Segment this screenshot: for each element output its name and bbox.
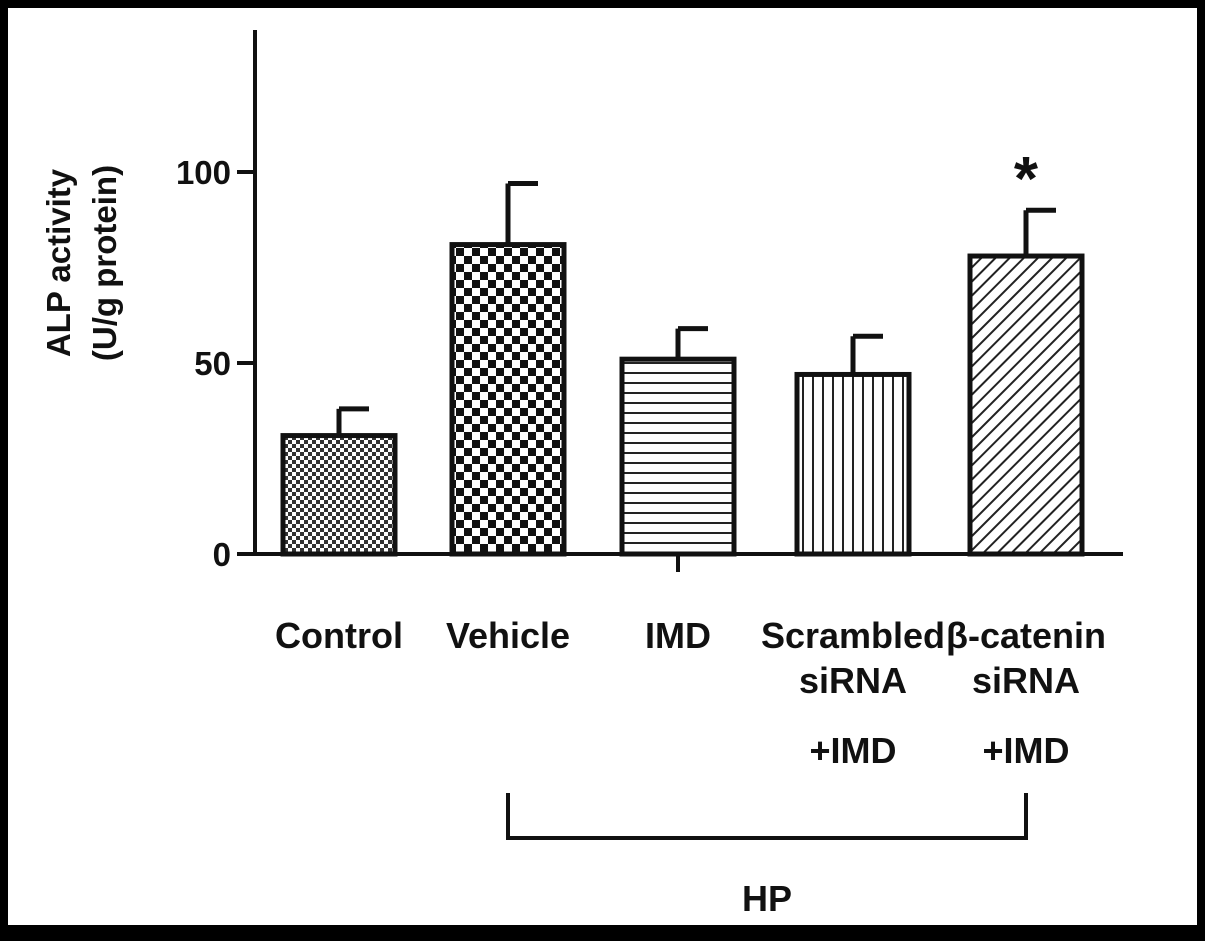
category-label: +IMD bbox=[809, 730, 896, 771]
category-label: β-catenin bbox=[946, 615, 1106, 656]
bar-4 bbox=[967, 253, 1085, 557]
category-label: siRNA bbox=[799, 660, 907, 701]
y-axis-title-line-2: (U/g protein) bbox=[86, 165, 123, 361]
bar-1 bbox=[449, 242, 567, 557]
category-label: +IMD bbox=[982, 730, 1069, 771]
group-bracket bbox=[506, 793, 1028, 840]
category-label: Control bbox=[275, 615, 403, 656]
category-label: IMD bbox=[645, 615, 711, 656]
y-tick-label: 100 bbox=[176, 154, 231, 191]
category-label: Vehicle bbox=[446, 615, 570, 656]
y-tick-label: 0 bbox=[213, 536, 231, 573]
y-tick-label: 50 bbox=[194, 345, 231, 382]
bar-3 bbox=[794, 371, 912, 557]
category-label: Scrambled bbox=[761, 615, 945, 656]
alp-activity-chart: ALP activity (U/g protein) 0 50 100 * Contr… bbox=[40, 30, 1123, 919]
significance-asterisk: * bbox=[1014, 145, 1039, 214]
category-label: siRNA bbox=[972, 660, 1080, 701]
group-bracket-label: HP bbox=[742, 878, 792, 919]
bar-2 bbox=[619, 356, 737, 557]
y-axis-title-line-1: ALP activity bbox=[40, 168, 77, 357]
bar-0 bbox=[280, 433, 398, 557]
